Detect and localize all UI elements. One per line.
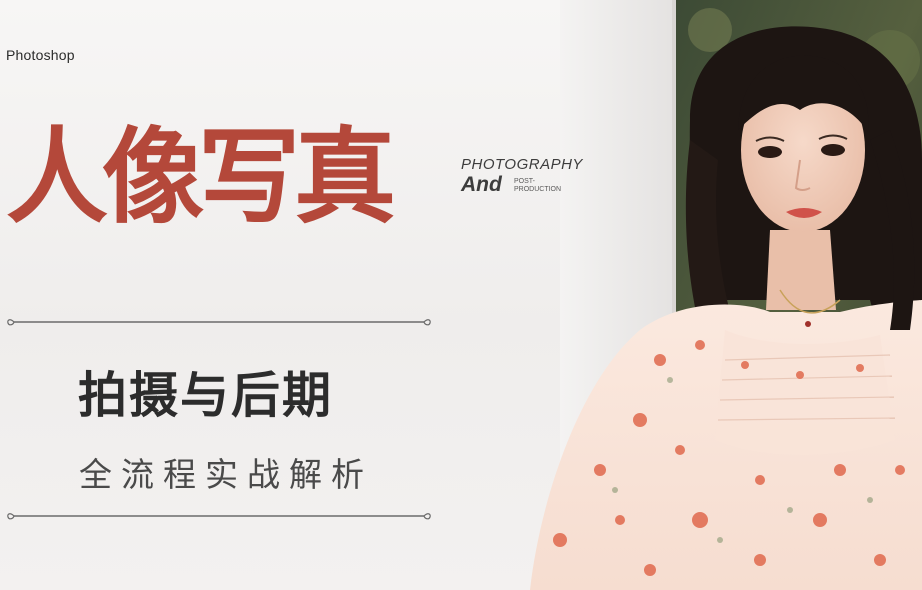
english-post-line1: POST- <box>514 178 536 185</box>
brand-label: Photoshop <box>6 47 75 63</box>
tagline: 全流程实战解析 <box>79 455 373 494</box>
main-title: 人像写真 <box>6 116 396 238</box>
divider-top <box>6 316 432 328</box>
english-and: And <box>461 173 502 196</box>
english-post-production: POST- PRODUCTION <box>514 178 561 194</box>
english-post-line2: PRODUCTION <box>514 186 562 193</box>
english-photography: PHOTOGRAPHY <box>461 156 583 173</box>
divider-bottom <box>6 510 432 522</box>
subtitle: 拍摄与后期 <box>78 367 334 424</box>
